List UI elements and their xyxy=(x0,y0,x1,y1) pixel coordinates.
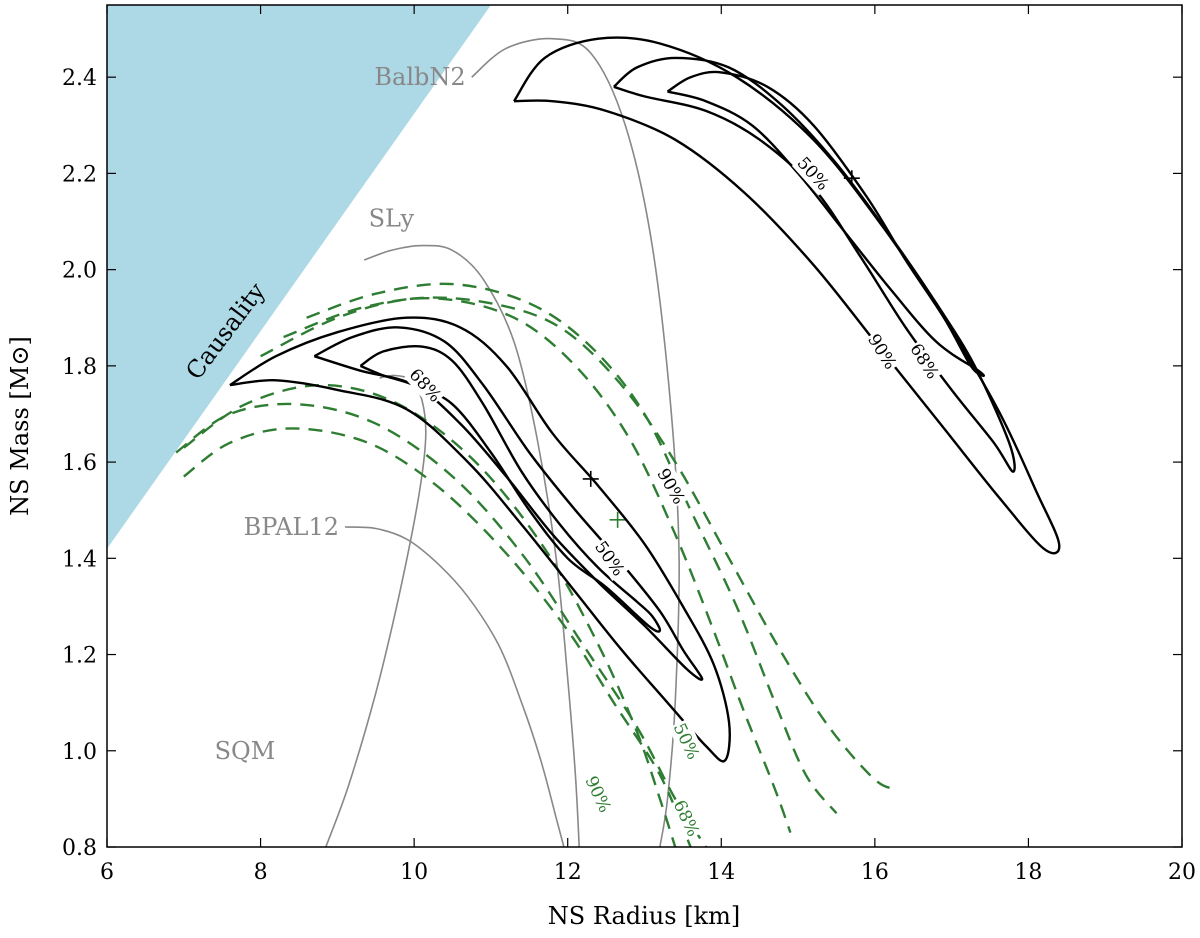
y-axis-title: NS Mass [M⊙] xyxy=(6,336,34,516)
green-contour-label-68-1: 68% xyxy=(669,797,703,840)
plot-frame xyxy=(106,4,1183,848)
green-contour-68-1 xyxy=(175,402,707,847)
y-tick-label-5: 1.8 xyxy=(62,355,97,380)
black-contour-label-bg-0 xyxy=(589,535,631,582)
black-contour-label-68-1: 68% xyxy=(405,365,445,406)
y-tick-label-7: 2.2 xyxy=(62,162,97,187)
x-tick-label-1: 8 xyxy=(254,860,268,885)
eos-curve-bpal12 xyxy=(344,526,565,847)
axis-ticks: 6 8 10 12 14 16 18 20 0.8 1.0 1.2 1.4 1.6 1.8 2.0 2.2 2.… xyxy=(62,5,1196,885)
black-contour-label-bg-2 xyxy=(651,463,691,509)
black-contour-label-bg-1 xyxy=(404,362,448,408)
black-contours xyxy=(229,36,1061,763)
black-contour-50-1 xyxy=(666,70,985,378)
y-tick-label-8: 2.4 xyxy=(62,66,97,91)
black-center-marker-1 xyxy=(843,170,860,187)
green-contour-label-50-0: 50% xyxy=(669,720,703,763)
eos-curve-sly xyxy=(363,244,580,847)
green-contour-label-bg-1 xyxy=(668,795,706,841)
black-contour-label-bg-3 xyxy=(791,151,835,196)
x-tick-label-5: 16 xyxy=(861,860,889,885)
green-contour-50-0 xyxy=(306,282,838,815)
black-contour-68-0 xyxy=(313,326,704,681)
green-contour-label-bg-2 xyxy=(580,771,617,817)
eos-label-bpal12: BPAL12 xyxy=(244,513,339,541)
green-contour-label-bg-0 xyxy=(668,718,706,764)
x-tick-label-3: 12 xyxy=(554,860,582,885)
y-tick-label-1: 1.0 xyxy=(62,740,97,765)
eos-label-balbn2: BalbN2 xyxy=(374,63,465,91)
eos-curve-balbn2 xyxy=(471,37,680,847)
x-axis-title: NS Radius [km] xyxy=(548,902,740,930)
green-contour-label-90-2: 90% xyxy=(580,773,614,816)
green-contour-50-1 xyxy=(183,427,692,847)
y-tick-label-2: 1.2 xyxy=(62,644,97,669)
x-tick-label-6: 18 xyxy=(1014,860,1042,885)
black-contour-label-bg-4 xyxy=(904,338,945,384)
green-contours xyxy=(175,282,899,847)
black-contour-90-1 xyxy=(513,36,1061,555)
green-contour-90-1 xyxy=(183,383,677,847)
x-tick-label-2: 10 xyxy=(400,860,428,885)
black-center-marker-0 xyxy=(582,470,599,487)
causality-region xyxy=(107,5,491,549)
black-contour-50-0 xyxy=(359,345,662,633)
black-contour-68-1 xyxy=(612,56,1016,473)
y-tick-label-4: 1.6 xyxy=(62,451,97,476)
eos-label-sqm: SQM xyxy=(215,737,276,765)
black-contour-label-bg-5 xyxy=(862,328,903,375)
y-tick-label-0: 0.8 xyxy=(62,836,97,861)
x-tick-label-4: 14 xyxy=(707,860,735,885)
y-tick-label-6: 2.0 xyxy=(62,259,97,284)
causality-layer xyxy=(107,5,491,549)
y-tick-label-3: 1.4 xyxy=(62,547,97,572)
eos-label-sly: SLy xyxy=(369,204,415,232)
x-tick-label-7: 20 xyxy=(1168,860,1196,885)
x-tick-label-0: 6 xyxy=(100,860,114,885)
green-center-marker xyxy=(609,511,626,528)
black-contour-90-0 xyxy=(229,316,731,763)
